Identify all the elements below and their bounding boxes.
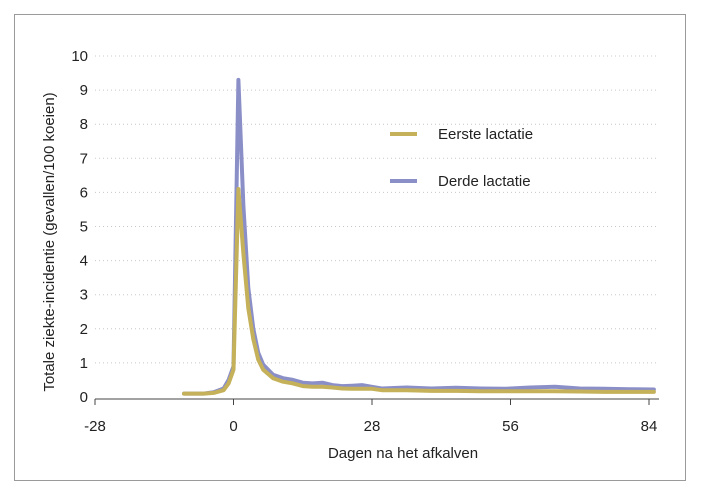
series-line-eerste-lactatie — [182, 187, 656, 396]
x-tick-label: 56 — [502, 418, 519, 435]
legend: Eerste lactatie Derde lactatie — [390, 126, 533, 190]
y-tick-label: 3 — [80, 287, 88, 304]
y-tick-label: 1 — [80, 355, 88, 372]
x-tick-label: 28 — [364, 418, 381, 435]
y-tick-labels: 0 1 2 3 4 5 6 7 8 9 10 — [71, 48, 88, 406]
x-tick-labels: -28 0 28 56 84 — [84, 399, 657, 435]
y-tick-label: 7 — [80, 150, 88, 167]
y-tick-label: 2 — [80, 321, 88, 338]
y-axis-label: Totale ziekte-incidentie (gevallen/100 k… — [41, 92, 58, 391]
legend-label-derde-lactatie: Derde lactatie — [438, 173, 531, 190]
y-tick-label: 4 — [80, 253, 88, 270]
y-tick-label: 9 — [80, 82, 88, 99]
x-tick-label: -28 — [84, 418, 106, 435]
x-axis-label: Dagen na het afkalven — [328, 445, 478, 462]
series-lines — [182, 77, 656, 396]
y-tick-label: 5 — [80, 219, 88, 236]
gridlines — [95, 55, 659, 364]
chart-frame — [14, 14, 686, 481]
x-tick-label: 0 — [229, 418, 237, 435]
y-tick-label: 0 — [80, 389, 88, 406]
x-tick-label: 84 — [641, 418, 658, 435]
y-tick-label: 10 — [71, 48, 88, 65]
y-tick-label: 6 — [80, 184, 88, 201]
legend-label-eerste-lactatie: Eerste lactatie — [438, 126, 533, 143]
y-tick-label: 8 — [80, 116, 88, 133]
